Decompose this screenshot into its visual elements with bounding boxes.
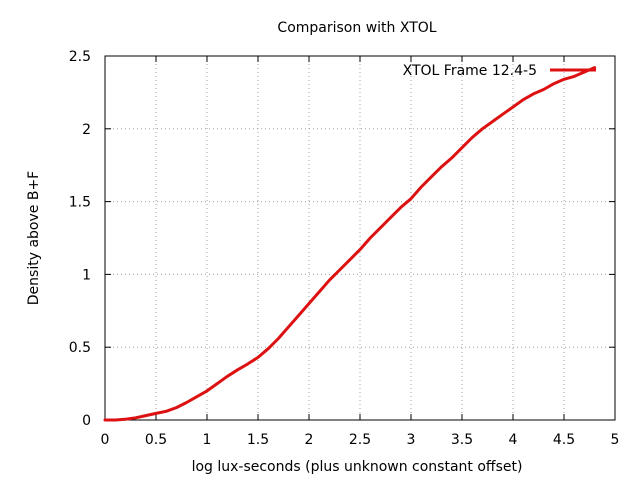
x-tick-label: 0.5	[145, 432, 167, 448]
y-tick-label: 1	[82, 267, 91, 283]
y-tick-label: 0	[82, 413, 91, 429]
x-tick-label: 1	[203, 432, 212, 448]
x-axis-label: log lux-seconds (plus unknown constant o…	[192, 459, 523, 475]
y-axis-label: Density above B+F	[26, 171, 42, 305]
x-tick-label: 2	[305, 432, 314, 448]
legend-label: XTOL Frame 12.4-5	[403, 63, 537, 79]
y-tick-label: 1.5	[69, 195, 91, 211]
x-tick-label: 3.5	[451, 432, 473, 448]
legend: XTOL Frame 12.4-5	[403, 63, 596, 79]
x-tick-label: 4.5	[553, 432, 575, 448]
plot-frame	[104, 55, 616, 421]
series-line	[103, 66, 597, 422]
grid	[105, 56, 615, 420]
y-tick-label: 2	[82, 122, 91, 138]
y-tick-label: 2.5	[69, 49, 91, 65]
x-tick-label: 2.5	[349, 432, 371, 448]
x-tick-label: 4	[509, 432, 518, 448]
x-tick-label: 3	[407, 432, 416, 448]
x-tick-label: 5	[611, 432, 620, 448]
series-layer	[103, 66, 597, 422]
x-tick-label: 1.5	[247, 432, 269, 448]
y-tick-label: 0.5	[69, 340, 91, 356]
chart-title: Comparison with XTOL	[277, 20, 436, 36]
x-tick-label: 0	[101, 432, 110, 448]
